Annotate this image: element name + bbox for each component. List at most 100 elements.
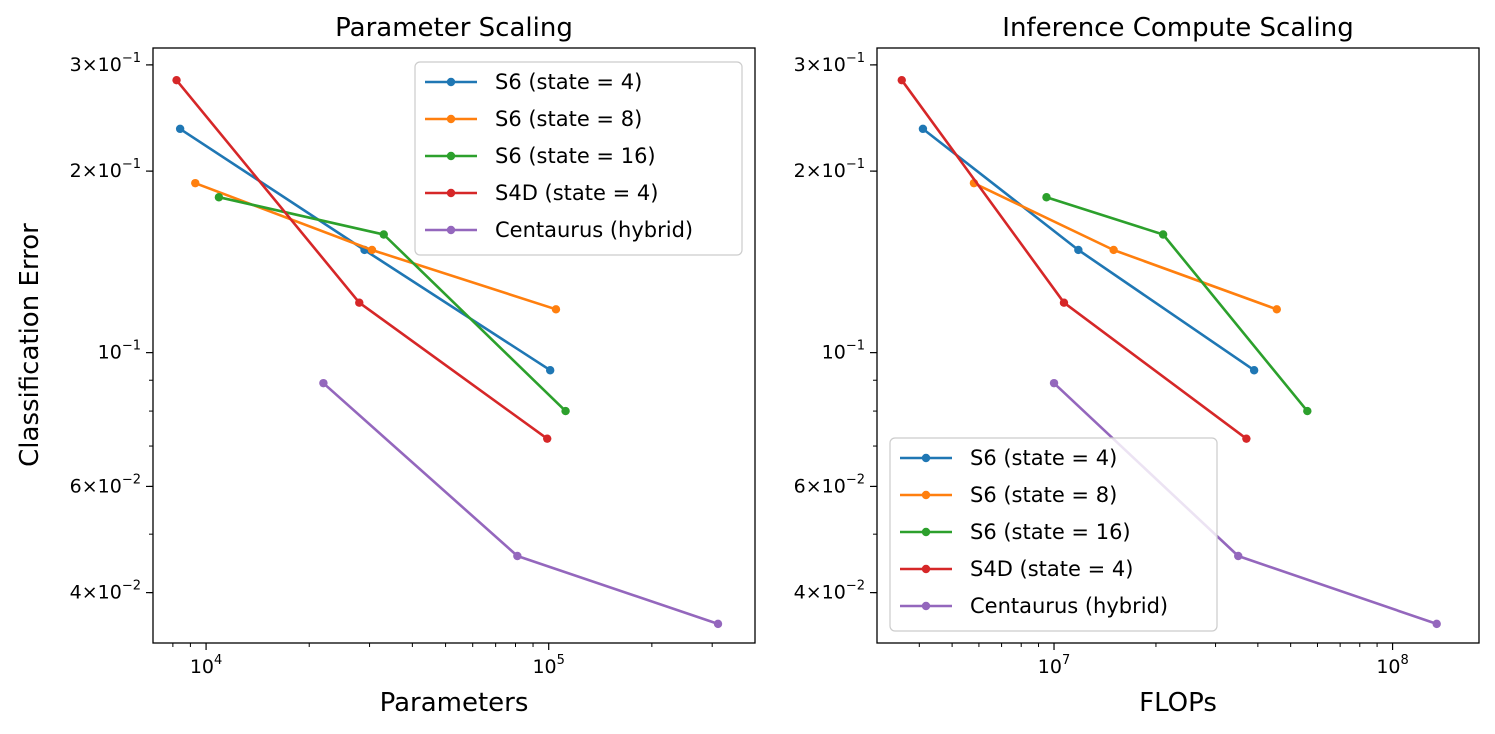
data-point-s4d-state-4 <box>897 75 906 85</box>
legend-marker-s6-state-8 <box>446 114 456 124</box>
y-tick-base: 2×10 <box>794 160 846 182</box>
y-tick-base: 2×10 <box>70 160 122 182</box>
plot-frame <box>876 47 1480 644</box>
legend-label-s6-state-8: S6 (state = 8) <box>495 107 642 131</box>
legend-marker-centaurus-hybrid <box>921 601 931 611</box>
legend-label-s6-state-4: S6 (state = 4) <box>495 70 642 94</box>
y-tick-label: 4×10−2 <box>794 579 865 604</box>
legend-marker-s6-state-4 <box>921 453 931 463</box>
y-tick-exponent: −1 <box>846 339 865 354</box>
legend-marker-s4d-state-4 <box>921 564 931 574</box>
legend-marker-centaurus-hybrid <box>446 225 456 235</box>
data-point-centaurus-hybrid <box>713 619 723 629</box>
data-point-s4d-state-4 <box>1242 434 1251 443</box>
data-point-s6-state-16 <box>1158 230 1168 239</box>
data-point-s4d-state-4 <box>172 75 181 85</box>
x-tick-exponent: 4 <box>214 653 222 668</box>
data-point-s6-state-4 <box>545 366 555 375</box>
x-tick-base: 10 <box>1376 656 1400 678</box>
legend: S6 (state = 4) S6 (state = 8) S6 (state = … <box>414 61 743 256</box>
y-tick-label: 3×10−1 <box>794 51 865 76</box>
data-point-centaurus-hybrid <box>1049 378 1059 388</box>
y-tick-exponent: −1 <box>122 339 141 354</box>
y-tick-label: 3×10−1 <box>70 51 141 76</box>
legend: S6 (state = 4) S6 (state = 8) S6 (state = … <box>889 437 1218 632</box>
data-point-centaurus-hybrid <box>1234 551 1243 561</box>
y-tick-base: 6×10 <box>794 475 846 497</box>
y-tick-base: 3×10 <box>70 54 122 76</box>
y-tick-base: 4×10 <box>70 582 122 604</box>
y-tick-label: 2×10−1 <box>70 157 141 182</box>
y-tick-exponent: −1 <box>846 157 865 172</box>
y-tick-labels: 3×10−12×10−110−16×10−24×10−2 <box>794 51 877 604</box>
legend-label-s4d-state-4: S4D (state = 4) <box>495 181 658 205</box>
x-tick-labels: 104 105 <box>190 643 565 678</box>
data-point-s6-state-16 <box>1042 193 1051 202</box>
legend-box <box>889 437 1218 632</box>
x-tick-label: 104 <box>190 653 222 678</box>
data-point-s6-state-8 <box>1109 245 1118 255</box>
legend-label-s4d-state-4: S4D (state = 4) <box>970 557 1133 581</box>
y-axis-label: Classification Error <box>15 223 45 467</box>
chart-title: Inference Compute Scaling <box>1002 13 1353 43</box>
y-tick-exponent: −1 <box>122 157 141 172</box>
data-point-s6-state-16 <box>214 193 224 202</box>
data-point-s6-state-4 <box>1249 366 1259 375</box>
data-point-s4d-state-4 <box>543 434 552 443</box>
x-tick-exponent: 5 <box>557 653 565 668</box>
data-point-centaurus-hybrid <box>1432 619 1441 629</box>
x-axis-label: FLOPs <box>1139 688 1217 718</box>
data-point-s6-state-4 <box>175 124 185 134</box>
y-tick-labels: 3×10−12×10−110−16×10−24×10−2 <box>70 51 153 604</box>
data-point-s4d-state-4 <box>1059 298 1069 307</box>
y-tick-exponent: −1 <box>122 51 141 66</box>
data-point-s6-state-8 <box>1272 305 1281 314</box>
y-tick-label: 10−1 <box>98 339 141 364</box>
data-point-centaurus-hybrid <box>513 551 522 561</box>
series-group <box>897 75 1441 629</box>
legend-label-s6-state-4: S6 (state = 4) <box>970 446 1117 470</box>
x-tick-label: 105 <box>532 653 564 678</box>
x-tick-base: 10 <box>190 656 214 678</box>
data-point-s6-state-16 <box>379 230 388 239</box>
x-tick-labels: 107 108 <box>1038 643 1409 678</box>
legend-box <box>414 61 743 256</box>
legend-marker-s6-state-16 <box>446 151 456 161</box>
data-point-s6-state-4 <box>918 124 928 134</box>
data-point-centaurus-hybrid <box>319 378 328 388</box>
data-point-s6-state-16 <box>1303 406 1312 416</box>
y-tick-base: 10 <box>98 342 122 364</box>
data-point-s6-state-16 <box>561 406 570 416</box>
y-tick-exponent: −2 <box>122 472 141 487</box>
y-tick-label: 10−1 <box>822 339 865 364</box>
legend-marker-s6-state-16 <box>921 527 931 537</box>
legend-marker-s4d-state-4 <box>446 188 456 198</box>
y-tick-base: 4×10 <box>794 582 846 604</box>
x-tick-label: 108 <box>1376 653 1408 678</box>
y-tick-label: 6×10−2 <box>70 472 141 497</box>
data-point-s4d-state-4 <box>355 298 364 307</box>
legend-label-s6-state-16: S6 (state = 16) <box>970 520 1131 544</box>
data-point-s6-state-8 <box>191 178 200 188</box>
data-point-s6-state-8 <box>551 305 561 314</box>
legend-marker-s6-state-4 <box>446 77 456 87</box>
y-tick-exponent: −2 <box>122 579 141 594</box>
data-point-s6-state-4 <box>1074 245 1083 255</box>
x-tick-exponent: 7 <box>1062 653 1070 668</box>
y-tick-exponent: −1 <box>846 51 865 66</box>
y-tick-exponent: −2 <box>846 579 865 594</box>
x-tick-label: 107 <box>1038 653 1070 678</box>
y-tick-label: 6×10−2 <box>794 472 865 497</box>
legend-label-centaurus-hybrid: Centaurus (hybrid) <box>970 594 1168 618</box>
legend-label-s6-state-16: S6 (state = 16) <box>495 144 656 168</box>
y-tick-base: 6×10 <box>70 475 122 497</box>
y-tick-label: 4×10−2 <box>70 579 141 604</box>
data-point-s6-state-8 <box>367 245 377 255</box>
y-tick-label: 2×10−1 <box>794 157 865 182</box>
legend-label-s6-state-8: S6 (state = 8) <box>970 483 1117 507</box>
legend-marker-s6-state-8 <box>921 490 931 500</box>
